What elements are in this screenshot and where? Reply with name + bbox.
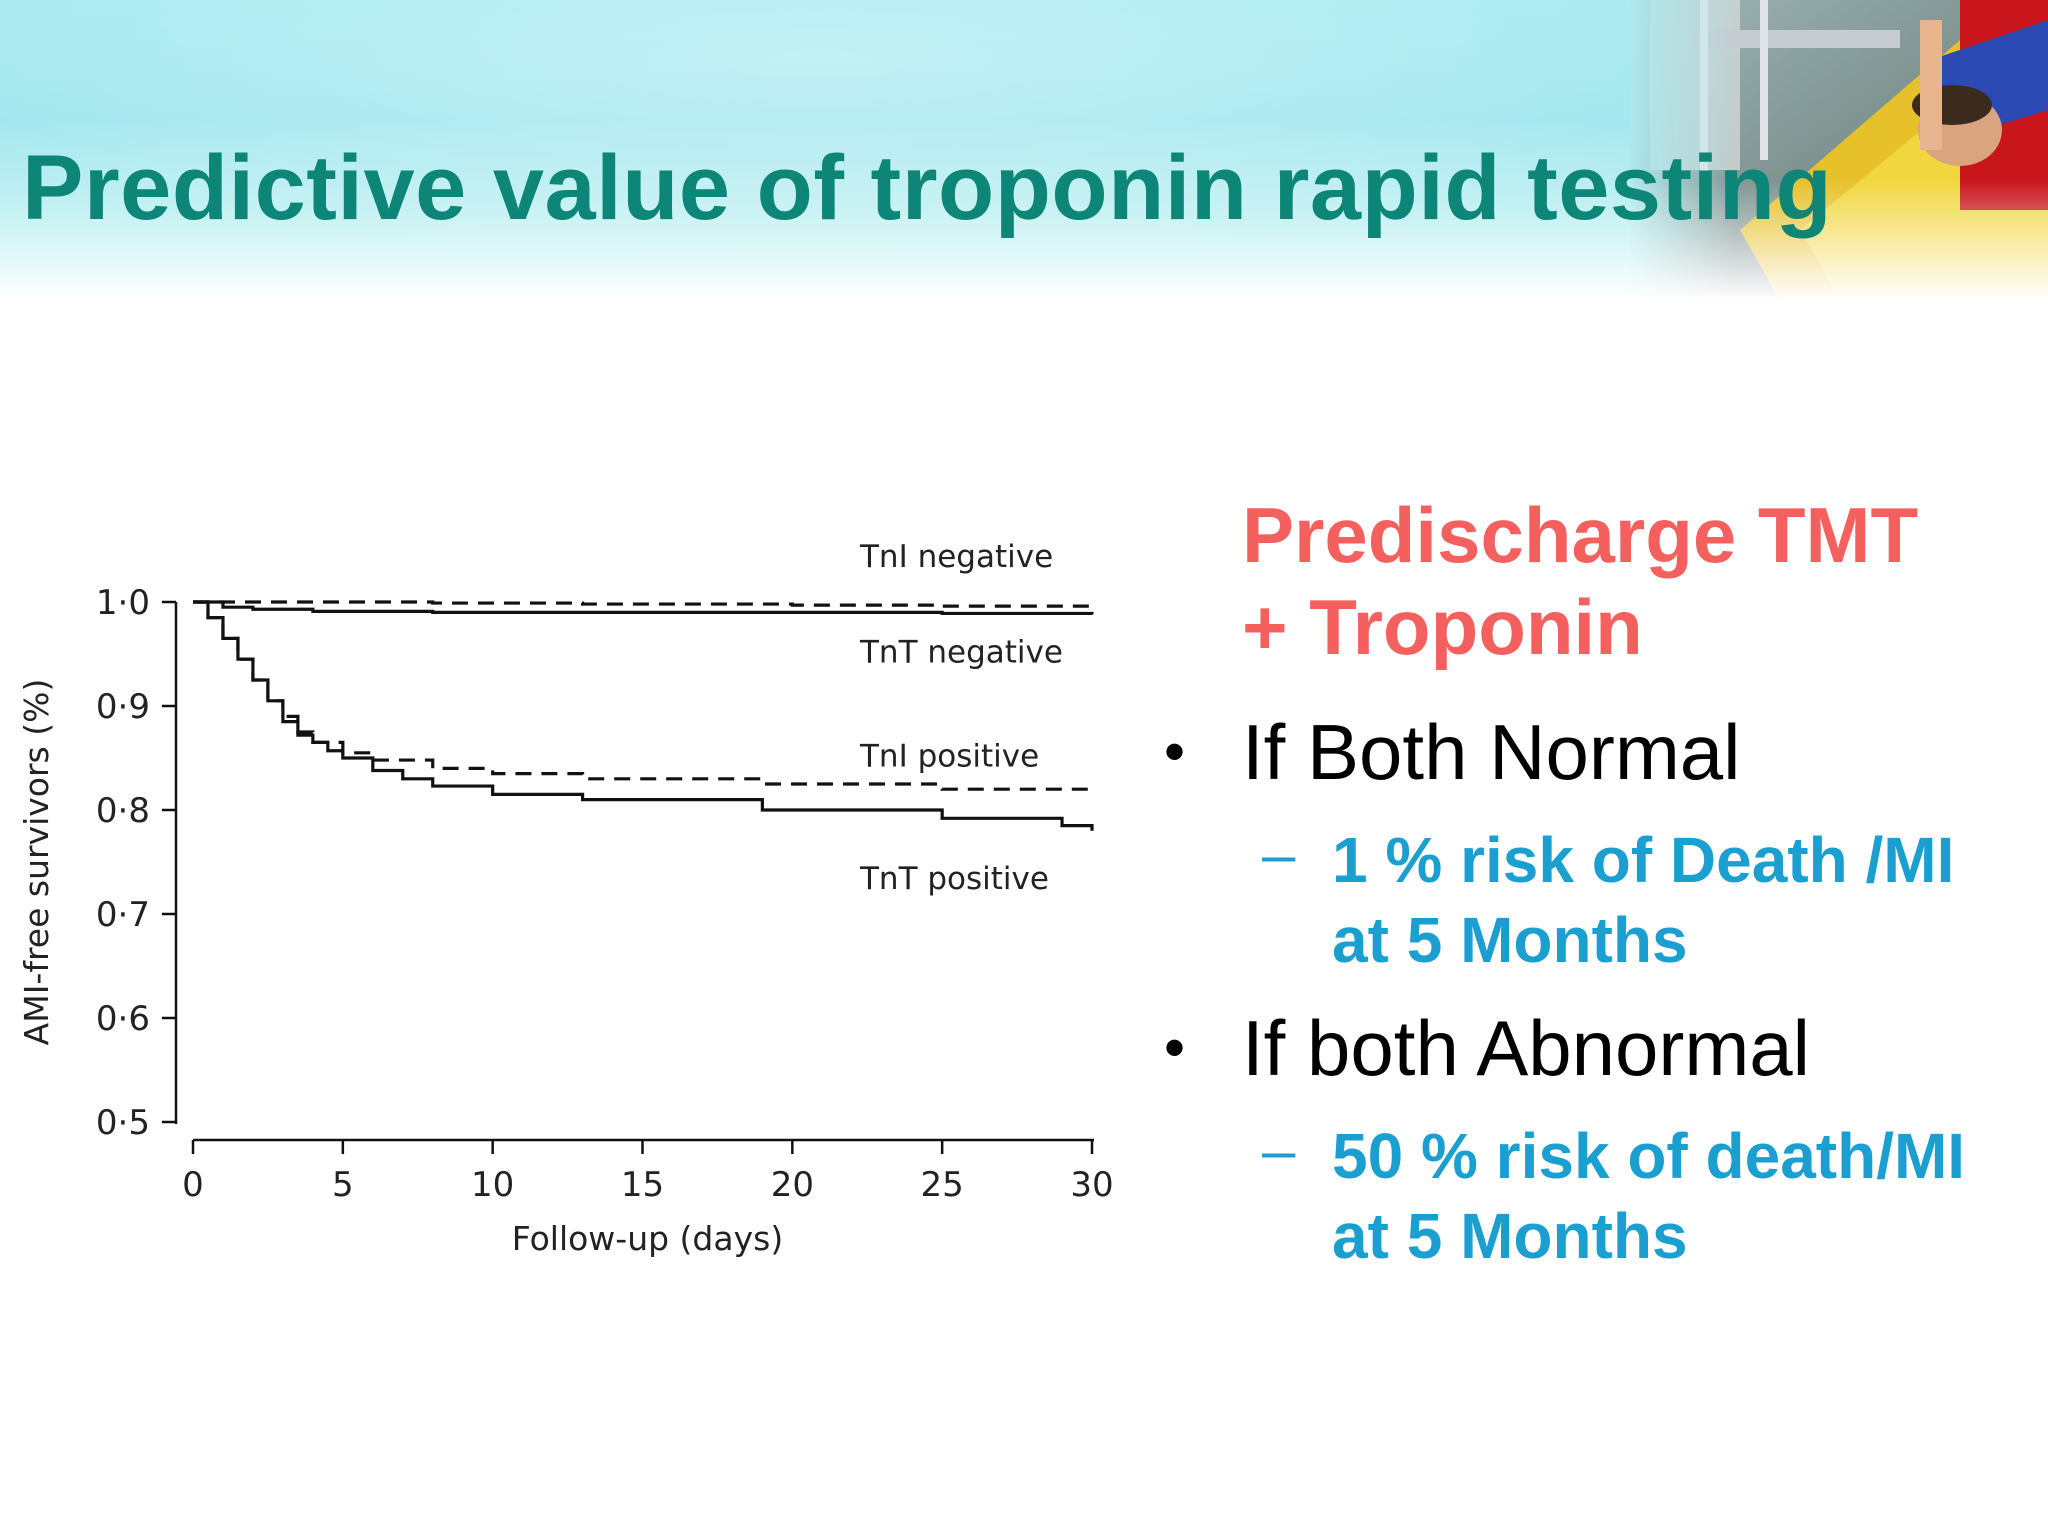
- sub-text-line2: at 5 Months: [1332, 904, 1688, 976]
- series-label-tnt-negative: TnT negative: [859, 634, 1063, 670]
- x-tick-label: 25: [921, 1165, 964, 1205]
- survival-chart: 0·5 0·6 0·7 0·8 0·9 1·0 0 5 10 15 20 25 30 Follow-up …: [0, 500, 1160, 1300]
- bullet-dot: •: [1164, 718, 1186, 785]
- bullet-text: If both Abnormal: [1242, 1004, 1811, 1092]
- sub-dash: –: [1262, 1117, 1296, 1184]
- chart-series: [193, 600, 1094, 831]
- x-axis-title: Follow-up (days): [512, 1219, 783, 1258]
- y-tick-label: 0·7: [96, 895, 150, 935]
- series-tnt-negative: [193, 600, 1094, 616]
- bullet-text: If Both Normal: [1242, 708, 1741, 796]
- y-tick-label: 0·8: [96, 791, 150, 831]
- series-label-tni-negative: TnI negative: [859, 539, 1053, 575]
- chart-svg: 0·5 0·6 0·7 0·8 0·9 1·0 0 5 10 15 20 25 30 Follow-up …: [17, 539, 1114, 1258]
- sub-text-line1: 1 % risk of Death /MI: [1332, 824, 1955, 896]
- bullet-dot: •: [1164, 1014, 1186, 1081]
- sub-dash: –: [1262, 821, 1296, 888]
- chart-axes: [162, 600, 1094, 1154]
- chart-labels: 0·5 0·6 0·7 0·8 0·9 1·0 0 5 10 15 20 25 30 Follow-up …: [17, 539, 1114, 1258]
- x-tick-label: 0: [182, 1165, 204, 1205]
- heading-line1: Predischarge TMT: [1242, 491, 1919, 579]
- y-axis-title: AMI-free survivors (%): [17, 679, 56, 1046]
- y-tick-label: 1·0: [96, 583, 150, 623]
- series-label-tnt-positive: TnT positive: [859, 861, 1049, 897]
- series-tni-negative: [193, 600, 1094, 608]
- sub-text-line1: 50 % risk of death/MI: [1332, 1120, 1966, 1192]
- x-tick-label: 15: [621, 1165, 664, 1205]
- x-tick-label: 5: [332, 1165, 354, 1205]
- findings-panel: Predischarge TMT + Troponin • If Both No…: [1160, 490, 2048, 1290]
- y-tick-label: 0·9: [96, 687, 150, 727]
- x-tick-label: 20: [771, 1165, 814, 1205]
- x-tick-label: 10: [471, 1165, 514, 1205]
- y-tick-label: 0·6: [96, 999, 150, 1039]
- series-label-tni-positive: TnI positive: [859, 738, 1039, 774]
- ambulance-stretcher-photo: [1630, 0, 2048, 300]
- sub-text-line2: at 5 Months: [1332, 1200, 1688, 1272]
- slide-title: Predictive value of troponin rapid testi…: [22, 137, 1833, 239]
- x-tick-label: 30: [1070, 1165, 1113, 1205]
- heading-line2: + Troponin: [1242, 583, 1643, 671]
- series-tnt-positive: [193, 600, 1094, 831]
- y-tick-label: 0·5: [96, 1103, 150, 1143]
